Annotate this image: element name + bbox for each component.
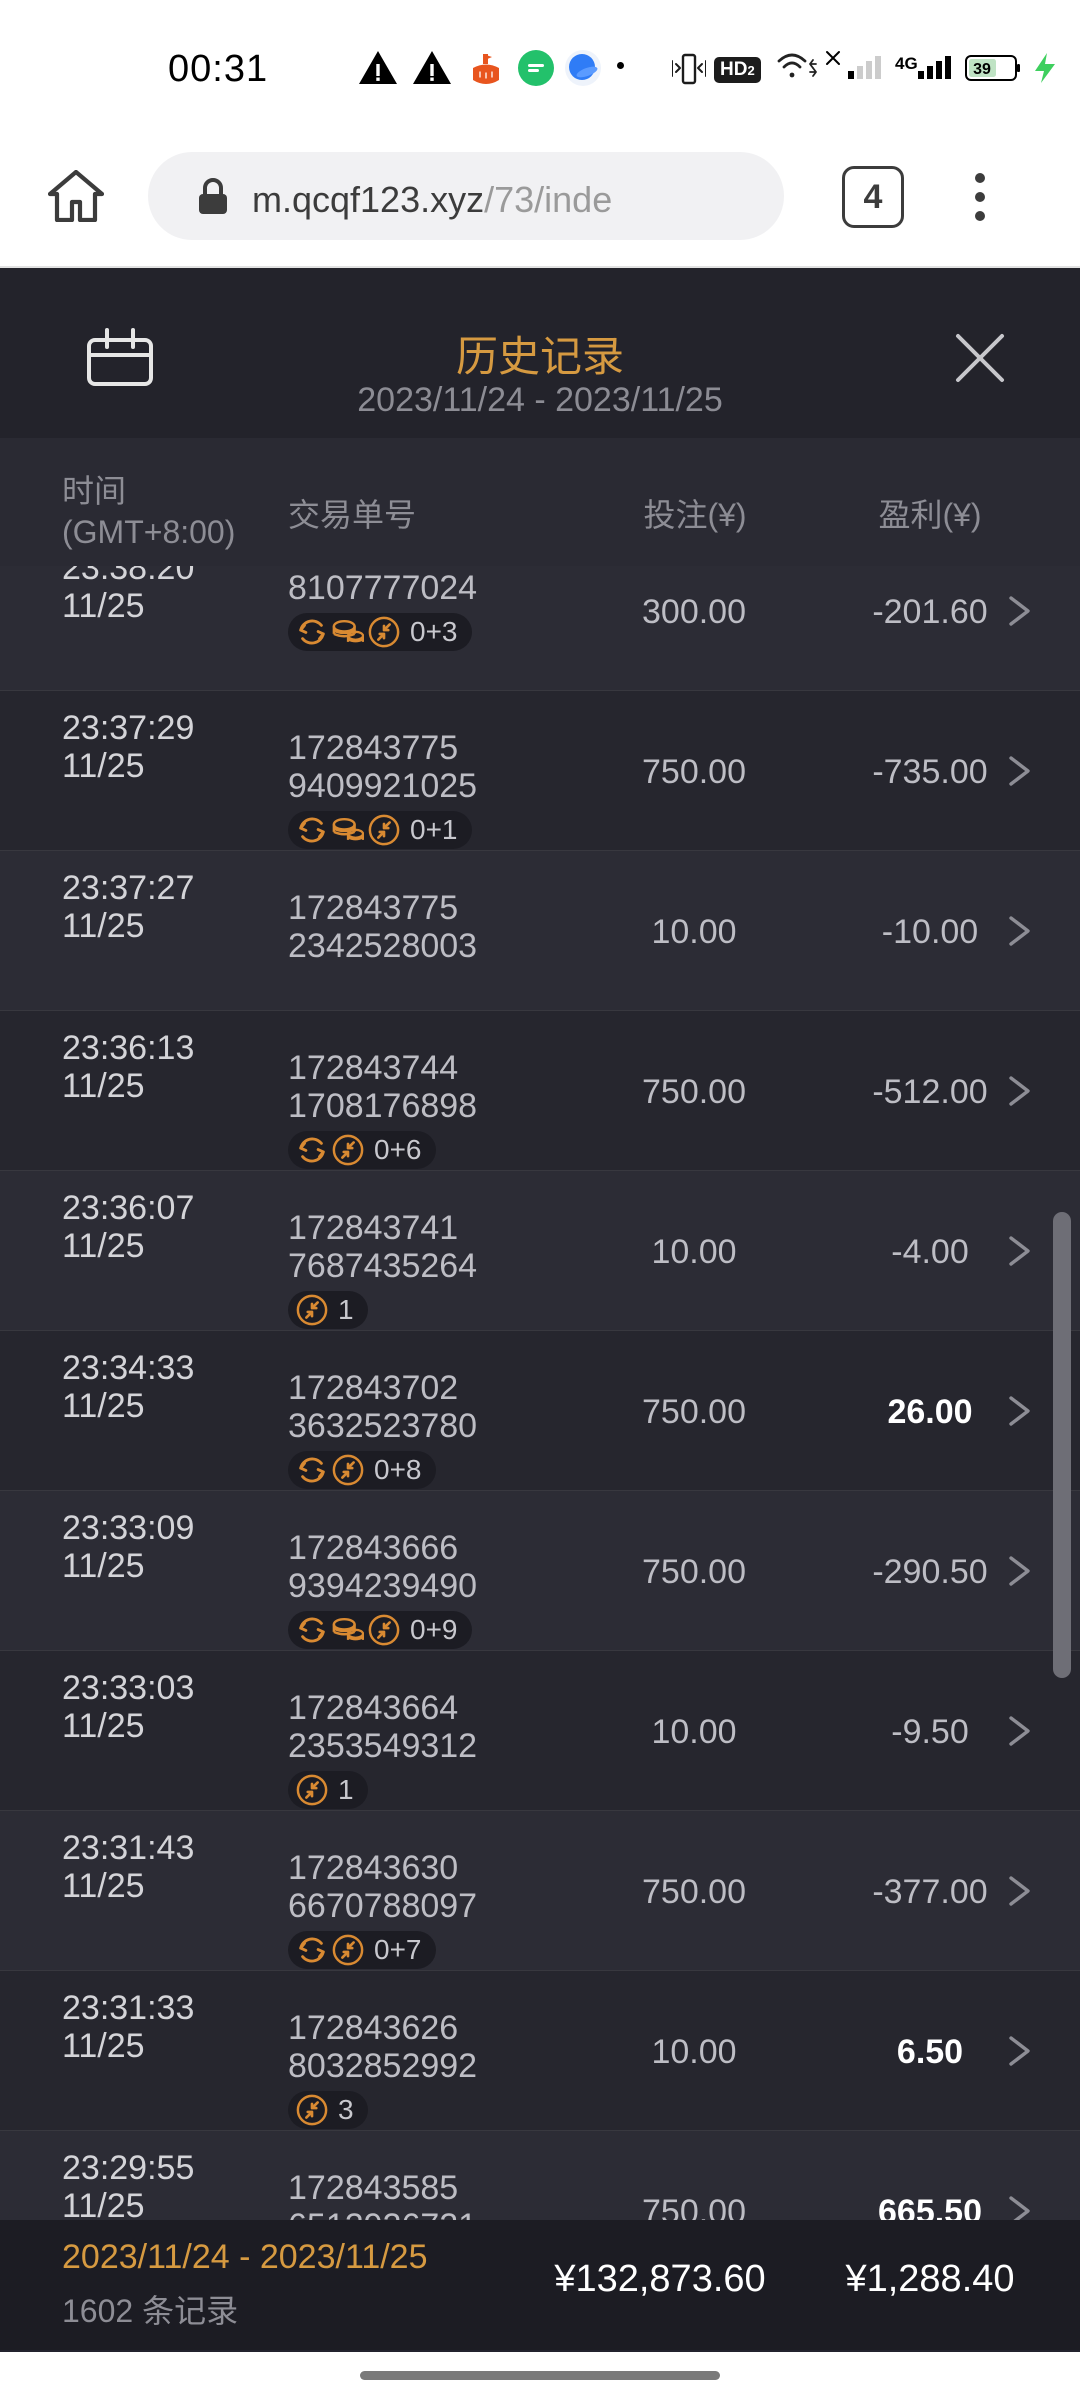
svg-text:39: 39 [973, 61, 991, 78]
